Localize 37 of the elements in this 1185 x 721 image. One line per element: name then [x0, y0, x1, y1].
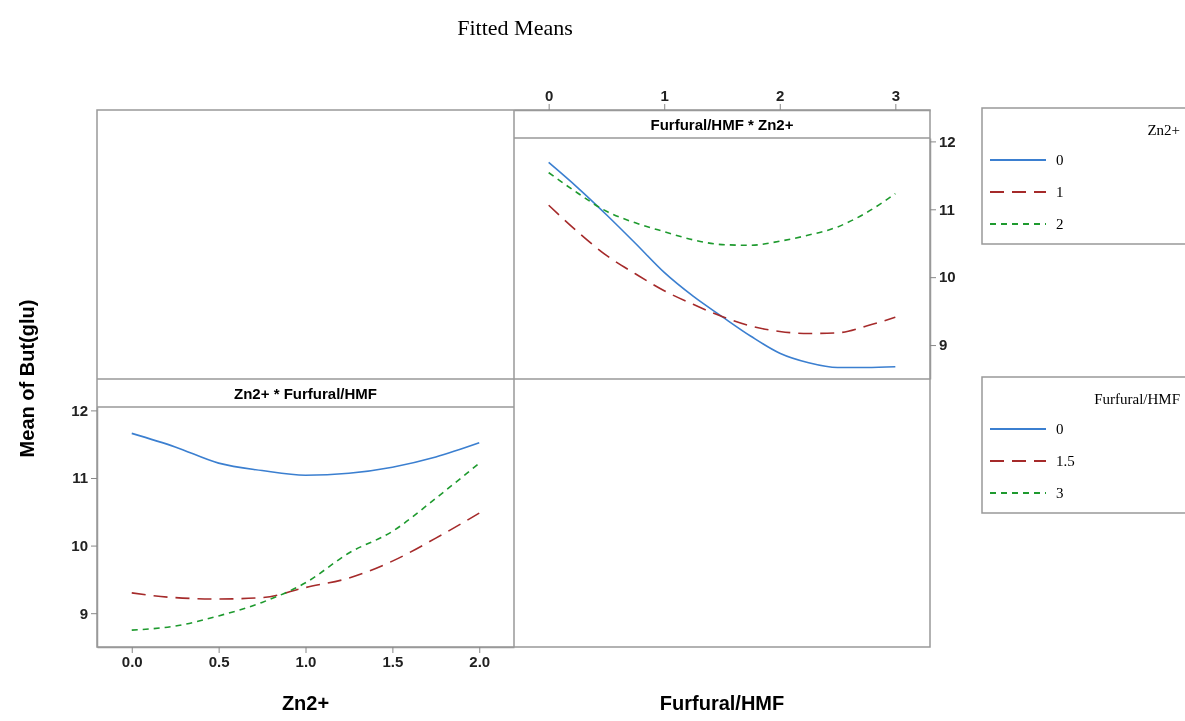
x-tick-label: 1 [660, 87, 669, 104]
legend-label: 0 [1056, 421, 1064, 437]
line-series [130, 462, 481, 631]
x-tick-label: 1.5 [382, 652, 404, 670]
x-tick-label: 2 [776, 87, 785, 104]
x-tick-label: 0 [544, 87, 554, 104]
x-tick-label: 1.0 [295, 652, 317, 670]
legend-label: 1.5 [1056, 453, 1075, 469]
legend-label: 0 [1056, 152, 1064, 168]
y-tick-label: 10 [71, 536, 88, 554]
y-tick-label: 9 [79, 604, 88, 622]
y-axis-title: Mean of But(glu) [16, 299, 38, 458]
x-axis-title: Zn2+ [281, 692, 330, 714]
chart-title: Fitted Means [457, 15, 573, 40]
line-series [130, 432, 481, 477]
line-series [547, 171, 897, 247]
line-series [547, 161, 897, 369]
legend-title: Furfural/HMF [1094, 391, 1180, 407]
legend-label: 3 [1056, 485, 1064, 501]
x-tick-label: 0.0 [121, 652, 143, 670]
legend-label: 2 [1056, 216, 1064, 232]
y-tick-label: 11 [939, 200, 955, 218]
line-series [130, 512, 481, 600]
x-axis-title: Furfural/HMF [659, 692, 785, 714]
line-series [547, 204, 897, 335]
legend-label: 1 [1056, 184, 1064, 200]
x-tick-label: 2.0 [469, 652, 491, 670]
chart-subtitle: Furfural/HMF * Zn2+ [650, 116, 794, 133]
legend-title: Zn2+ [1147, 122, 1180, 138]
chart-subtitle: Zn2+ * Furfural/HMF [234, 385, 377, 402]
x-tick-label: 0.5 [208, 652, 230, 670]
y-tick-label: 10 [939, 268, 956, 286]
y-tick-label: 12 [71, 401, 88, 419]
x-tick-label: 3 [891, 87, 901, 104]
y-tick-label: 9 [939, 336, 948, 354]
y-tick-label: 11 [72, 469, 88, 487]
y-tick-label: 12 [939, 132, 956, 150]
